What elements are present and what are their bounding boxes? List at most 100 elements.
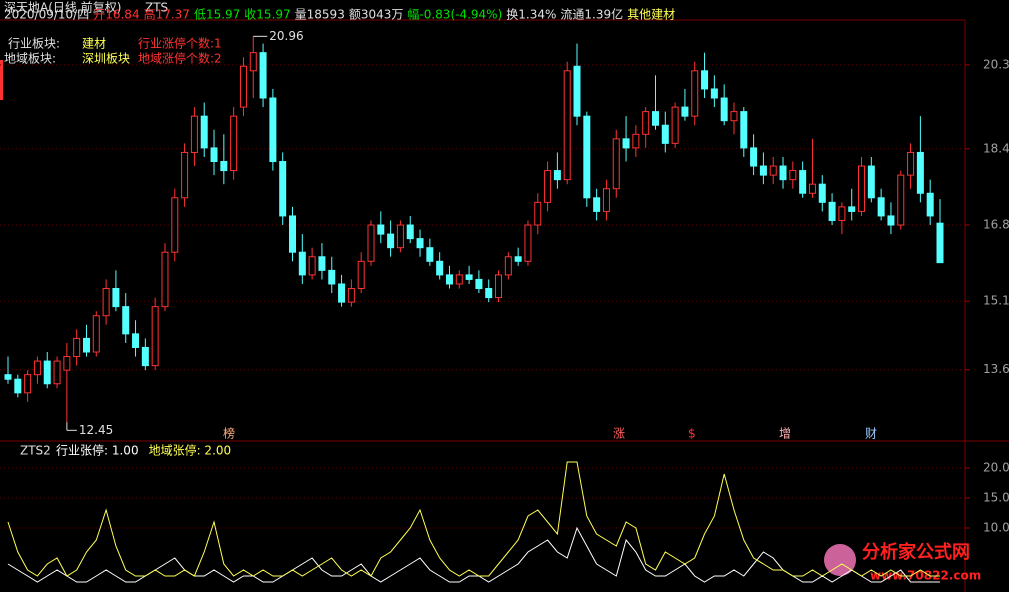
header-item: 开16.84 — [93, 7, 140, 22]
candle-body — [387, 233, 395, 249]
candle-body — [926, 192, 934, 217]
header-item: 收15.97 — [244, 7, 291, 22]
candle-body — [426, 247, 434, 262]
candle-body — [858, 165, 866, 212]
header-item: 换1.34% — [506, 7, 557, 22]
candle-body — [573, 65, 581, 117]
candle-body — [485, 288, 493, 299]
series-line — [7, 461, 940, 577]
candle-body — [799, 170, 807, 194]
header-item: 流通1.39亿 — [560, 7, 624, 22]
candle-body — [347, 288, 355, 303]
candle-body — [328, 269, 336, 285]
candle-body — [416, 238, 424, 249]
candle-body — [514, 256, 522, 262]
candle-body — [544, 170, 552, 203]
stock-title: 深天地A(日线,前复权) — [4, 0, 121, 15]
candle-body — [308, 256, 316, 276]
header-item: 额3043万 — [348, 7, 404, 22]
candle-body — [701, 70, 709, 90]
info-label: 行业板块: — [8, 37, 60, 51]
candle-body — [602, 188, 610, 212]
candle-body — [53, 360, 61, 385]
candle-body — [279, 161, 287, 217]
candle-body — [808, 183, 816, 194]
info-count: 行业涨停个数:1 — [138, 36, 222, 51]
candle-body — [338, 283, 346, 303]
candle-body — [445, 274, 453, 285]
y-tick-label: 18.48 — [983, 141, 1009, 155]
candle-body — [789, 170, 797, 181]
y-tick-label: 10.00 — [983, 521, 1009, 535]
candle-body — [534, 201, 542, 226]
candle-body — [82, 337, 90, 353]
candle-body — [377, 224, 385, 235]
candle-body — [593, 197, 601, 212]
candle-body — [524, 224, 532, 262]
candle-body — [318, 256, 326, 271]
candle-body — [436, 260, 444, 276]
candle-body — [495, 274, 503, 299]
candle-body — [720, 97, 728, 122]
candle-body — [936, 222, 944, 264]
candle-body — [63, 356, 71, 371]
candle-body — [651, 111, 659, 126]
watermark-url: www.70822.com — [870, 569, 981, 583]
y-tick-label: 15.12 — [983, 294, 1009, 308]
candle-body — [563, 70, 571, 181]
info-count: 地域涨停个数:2 — [138, 51, 222, 66]
candle-body — [877, 197, 885, 217]
candle-body — [73, 337, 81, 358]
candle-body — [92, 315, 100, 353]
candle-body — [210, 147, 218, 163]
edge-bar — [0, 60, 3, 100]
candle-body — [151, 306, 159, 367]
candle-body — [691, 70, 699, 117]
candle-body — [122, 306, 130, 335]
candle-body — [612, 138, 620, 190]
legend-entry: 行业张停: 1.00 — [56, 443, 139, 458]
candle-body — [622, 138, 630, 149]
candle-body — [181, 151, 189, 199]
info-value: 建材 — [82, 37, 106, 51]
header-item: 幅-0.83(-4.94%) — [407, 7, 503, 22]
candle-body — [239, 65, 247, 108]
candle-body — [671, 106, 679, 144]
candle-body — [367, 224, 375, 262]
y-tick-label: 13.61 — [983, 362, 1009, 376]
candle-body — [907, 151, 915, 176]
candle-body — [298, 251, 306, 276]
candle-body — [838, 206, 846, 221]
y-tick-label: 20.33 — [983, 57, 1009, 71]
candle-body — [259, 52, 267, 99]
candle-body — [220, 161, 228, 172]
candle-body — [710, 88, 718, 99]
header-item: 量18593 — [294, 7, 345, 22]
candle-body — [200, 115, 208, 149]
candle-body — [43, 360, 51, 385]
candle-body — [475, 278, 483, 290]
candle-body — [818, 183, 826, 203]
marker: 增 — [779, 427, 791, 441]
marker: 涨 — [613, 426, 625, 441]
candle-body — [14, 378, 22, 394]
header-item: 低15.97 — [193, 7, 241, 22]
candle-body — [465, 274, 473, 280]
candle-body — [132, 333, 140, 348]
max-label: 20.96 — [269, 29, 303, 43]
marker: $ — [688, 427, 696, 441]
series-line — [7, 526, 940, 583]
panel-title: ZTS2 — [20, 444, 51, 458]
candle-body — [867, 165, 875, 199]
candle-body — [750, 147, 758, 167]
candle-body — [33, 360, 41, 376]
y-tick-label: 16.80 — [983, 218, 1009, 232]
candle-body — [4, 374, 12, 380]
candle-body — [504, 256, 512, 276]
candle-body — [828, 201, 836, 221]
header-item: 其他建材 — [627, 7, 676, 22]
marker: 榜 — [223, 426, 235, 441]
candle-body — [269, 97, 277, 163]
candle-body — [779, 165, 787, 181]
